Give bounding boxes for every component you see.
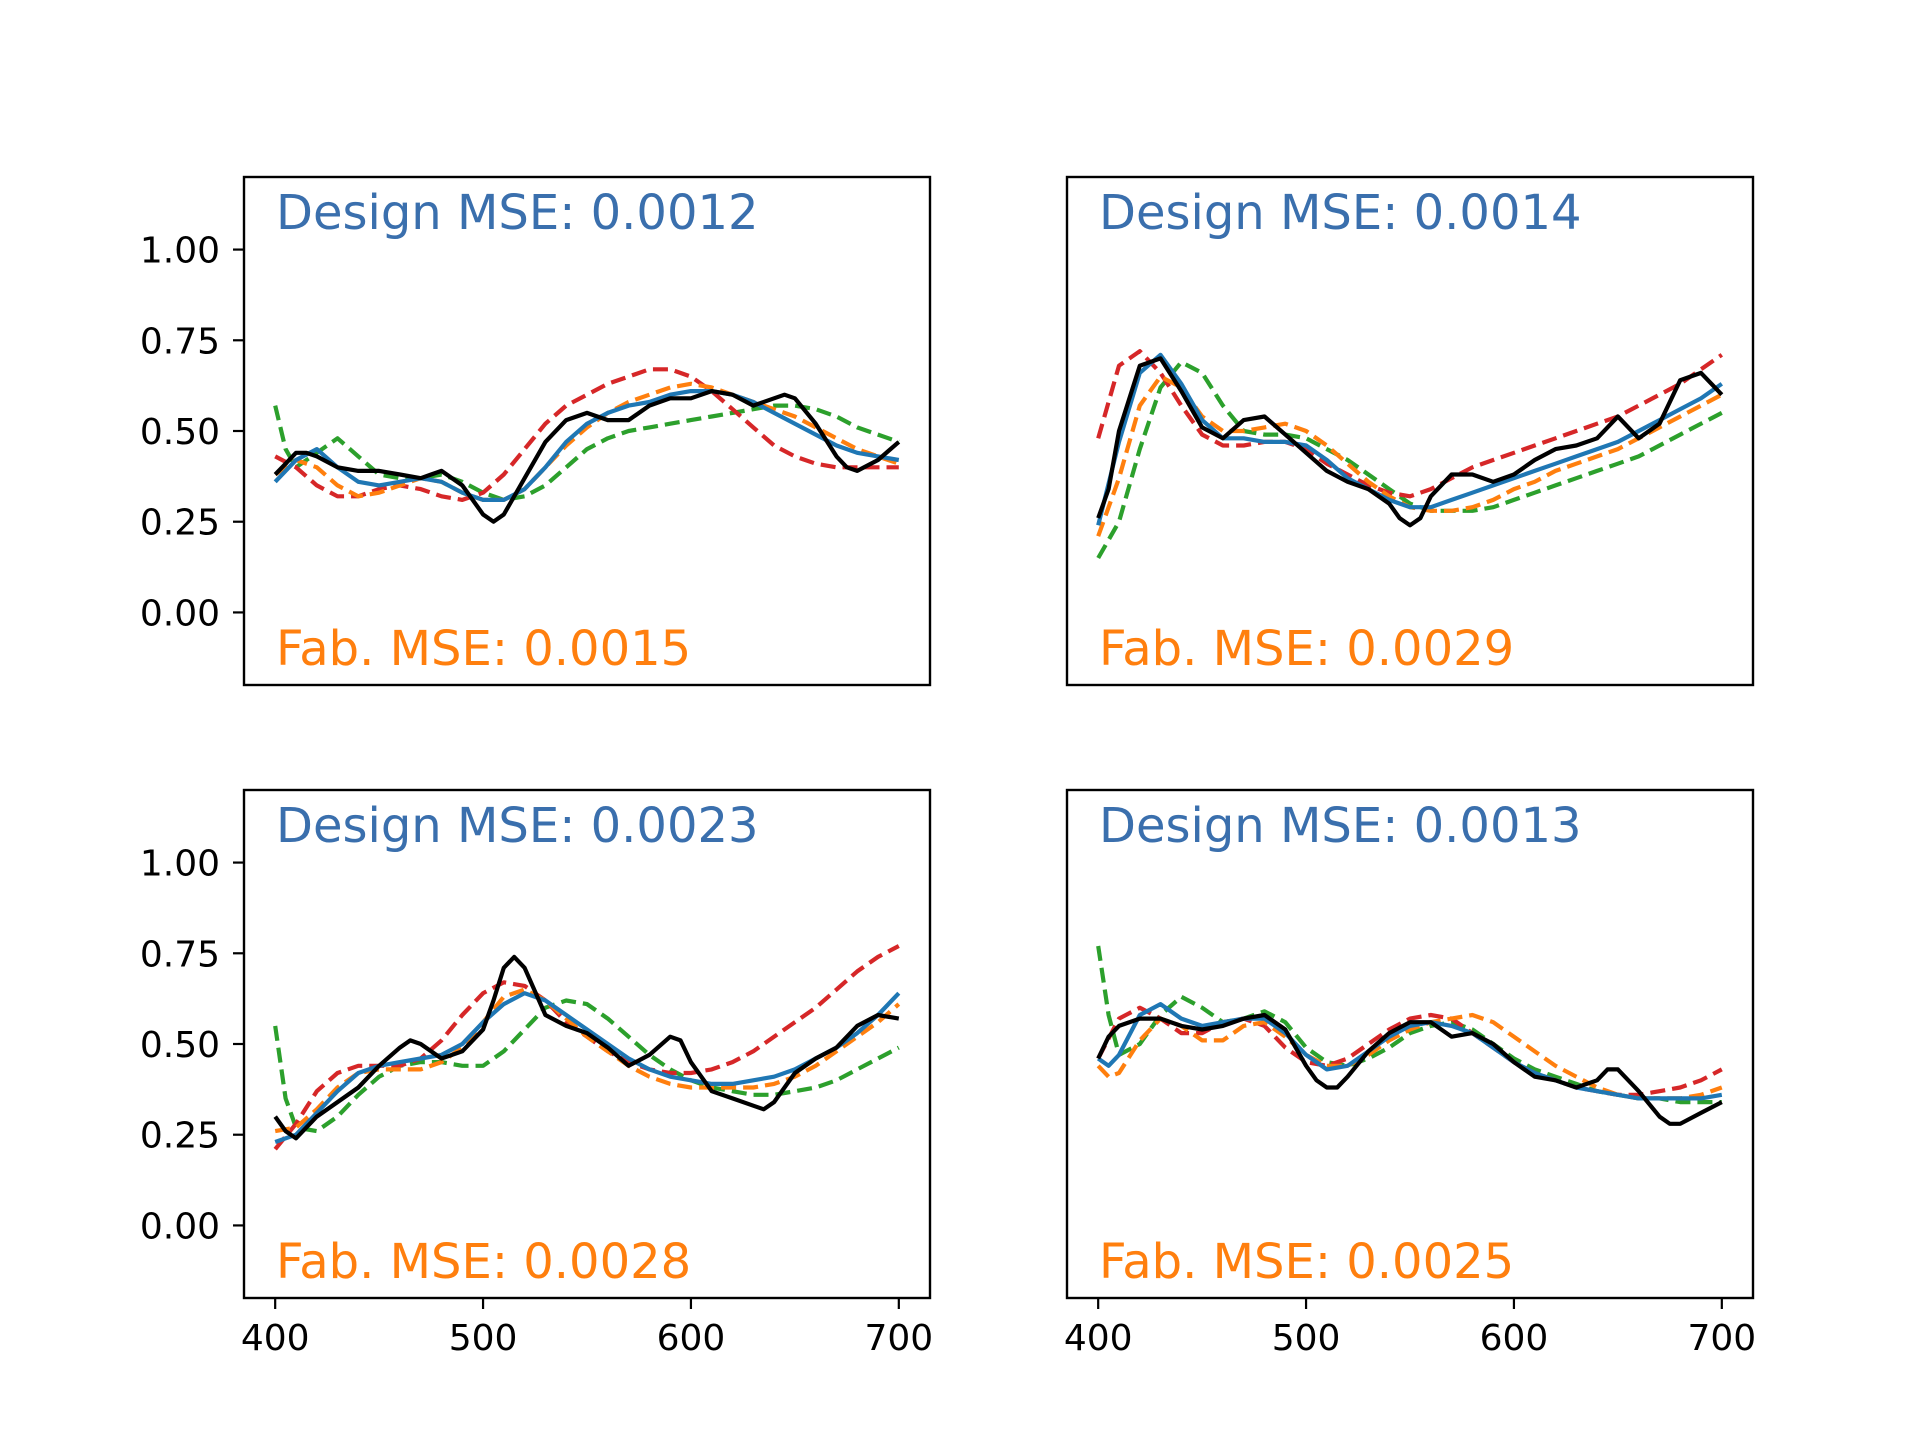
y-tick-label: 0.75: [140, 321, 220, 362]
subplot-2: Design MSE: 0.0014 Fab. MSE: 0.0029: [1065, 175, 1755, 687]
green-dashed-line: [273, 403, 900, 502]
fab-mse-annotation: Fab. MSE: 0.0015: [276, 621, 691, 677]
design-mse-annotation: Design MSE: 0.0012: [276, 185, 759, 241]
design-mse-annotation: Design MSE: 0.0023: [276, 798, 759, 854]
design-line: [273, 389, 900, 502]
design-line: [1096, 1002, 1723, 1101]
target-line: [1096, 1012, 1723, 1126]
design-line: [1096, 352, 1724, 526]
y-tick-label: 1.00: [140, 844, 220, 885]
y-tick-label: 0.50: [140, 412, 220, 453]
series-group: [273, 367, 901, 524]
x-tick-label: 600: [657, 1318, 726, 1359]
series-group: [1096, 945, 1723, 1126]
design-mse-annotation: Design MSE: 0.0013: [1099, 798, 1582, 854]
fabricated-dashed-line: [273, 381, 900, 502]
target-line: [273, 389, 901, 524]
fab-mse-annotation: Fab. MSE: 0.0029: [1099, 621, 1514, 677]
subplot-3: 0.00 0.25 0.50 0.75 1.00 400 500 600 700 Design M…: [140, 788, 933, 1359]
green-dashed-line: [273, 998, 900, 1134]
x-tick-label: 700: [1687, 1318, 1756, 1359]
series-group: [1096, 349, 1724, 560]
x-tick-label: 400: [241, 1318, 310, 1359]
y-tick-label: 0.50: [140, 1025, 220, 1066]
subplot-1: 0.00 0.25 0.50 0.75 1.00 Design MSE: 0.0012 Fa…: [140, 175, 932, 687]
x-tick-label: 700: [864, 1318, 933, 1359]
y-tick-label: 0.00: [140, 1206, 220, 1247]
x-tick-label: 400: [1064, 1318, 1133, 1359]
green-dashed-line: [1096, 360, 1723, 560]
x-tick-label: 600: [1480, 1318, 1549, 1359]
series-group: [273, 944, 901, 1151]
subplot-4: 400 500 600 700 Design MSE: 0.0013 Fab. MSE: …: [1064, 788, 1756, 1359]
subplot-grid: 0.00 0.25 0.50 0.75 1.00 Design MSE: 0.0012 Fa…: [140, 175, 1756, 1359]
y-tick-label: 0.25: [140, 503, 220, 544]
fabricated-dashed-line: [274, 987, 901, 1134]
x-tick-label: 500: [1272, 1318, 1341, 1359]
y-tick-label: 1.00: [140, 231, 220, 272]
y-tick-label: 0.25: [140, 1116, 220, 1157]
target-line: [1096, 356, 1724, 528]
fab-mse-annotation: Fab. MSE: 0.0025: [1099, 1234, 1514, 1290]
fab-mse-annotation: Fab. MSE: 0.0028: [276, 1234, 691, 1290]
y-tick-label: 0.75: [140, 934, 220, 975]
axes-frame: [1065, 788, 1755, 1300]
axes-frame: [1065, 175, 1755, 687]
design-mse-annotation: Design MSE: 0.0014: [1099, 185, 1582, 241]
x-tick-label: 500: [449, 1318, 518, 1359]
target-line: [273, 954, 900, 1141]
y-tick-label: 0.00: [140, 593, 220, 634]
red-dashed-line: [274, 367, 899, 502]
